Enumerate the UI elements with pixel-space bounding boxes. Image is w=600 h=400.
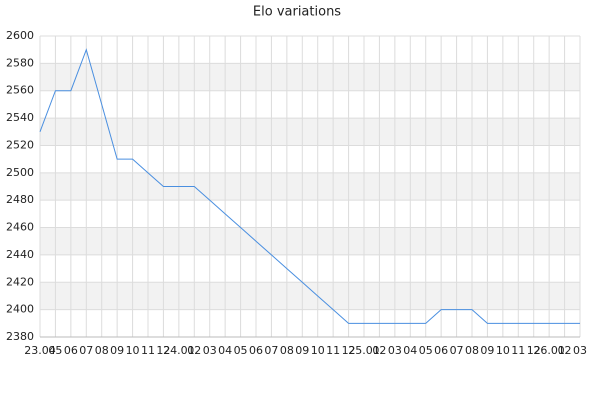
x-tick-label: 12 — [527, 344, 541, 357]
grid-band — [40, 118, 580, 146]
x-tick-label: 08 — [280, 344, 294, 357]
y-tick-label: 2440 — [6, 248, 34, 261]
y-tick-label: 2500 — [6, 166, 34, 179]
x-tick-label: 05 — [419, 344, 433, 357]
line — [39, 48, 580, 324]
x-tick-label: 11 — [141, 344, 155, 357]
x-tick-label: 05 — [234, 344, 248, 357]
x-tick-label: 24.01 — [163, 344, 195, 357]
x-tick-label: 25.01 — [348, 344, 380, 357]
x-tick-label: 04 — [403, 344, 417, 357]
x-tick-label: 07 — [450, 344, 464, 357]
y-tick-label: 2420 — [6, 275, 34, 288]
x-tick-label: 07 — [264, 344, 278, 357]
x-tick-label: 09 — [295, 344, 309, 357]
x-tick-label: 08 — [95, 344, 109, 357]
x-tick-label: 26.01 — [533, 344, 565, 357]
x-tick-label: 05 — [48, 344, 62, 357]
y-tick-label: 2600 — [6, 29, 34, 42]
x-tick-label: 07 — [79, 344, 93, 357]
x-tick-label: 03 — [203, 344, 217, 357]
grid-band — [40, 63, 580, 91]
x-tick-label: 10 — [496, 344, 510, 357]
x-tick-label: 02 — [372, 344, 386, 357]
y-tick-label: 2540 — [6, 111, 34, 124]
x-tick-label: 11 — [326, 344, 340, 357]
x-tick-label: 02 — [187, 344, 201, 357]
chart-title: Elo variations — [253, 5, 341, 20]
grid-band — [40, 282, 580, 310]
x-tick-label: 12 — [342, 344, 356, 357]
x-tick-label: 06 — [64, 344, 78, 357]
x-tick-label: 10 — [126, 344, 140, 357]
x-tick-label: 09 — [480, 344, 494, 357]
y-tick-label: 2400 — [6, 303, 34, 316]
y-tick-label: 2460 — [6, 221, 34, 234]
x-tick-label: 04 — [218, 344, 232, 357]
x-tick-label: 03 — [388, 344, 402, 357]
x-tick-label: 08 — [465, 344, 479, 357]
x-tick-label: 12 — [156, 344, 170, 357]
y-tick-label: 2480 — [6, 193, 34, 206]
y-tick-label: 2580 — [6, 56, 34, 69]
grid-band — [40, 227, 580, 255]
x-tick-label: 11 — [511, 344, 525, 357]
y-tick-label: 2520 — [6, 138, 34, 151]
x-tick-label: 03 — [573, 344, 587, 357]
x-tick-label: 06 — [249, 344, 263, 357]
x-tick-label: 06 — [434, 344, 448, 357]
x-tick-label: 10 — [311, 344, 325, 357]
y-tick-label: 2560 — [6, 84, 34, 97]
x-tick-label: 09 — [110, 344, 124, 357]
x-tick-label: 23.04 — [24, 344, 56, 357]
grid-band — [40, 172, 580, 201]
y-tick-label: 2380 — [6, 330, 34, 343]
x-tick-label: 02 — [558, 344, 572, 357]
